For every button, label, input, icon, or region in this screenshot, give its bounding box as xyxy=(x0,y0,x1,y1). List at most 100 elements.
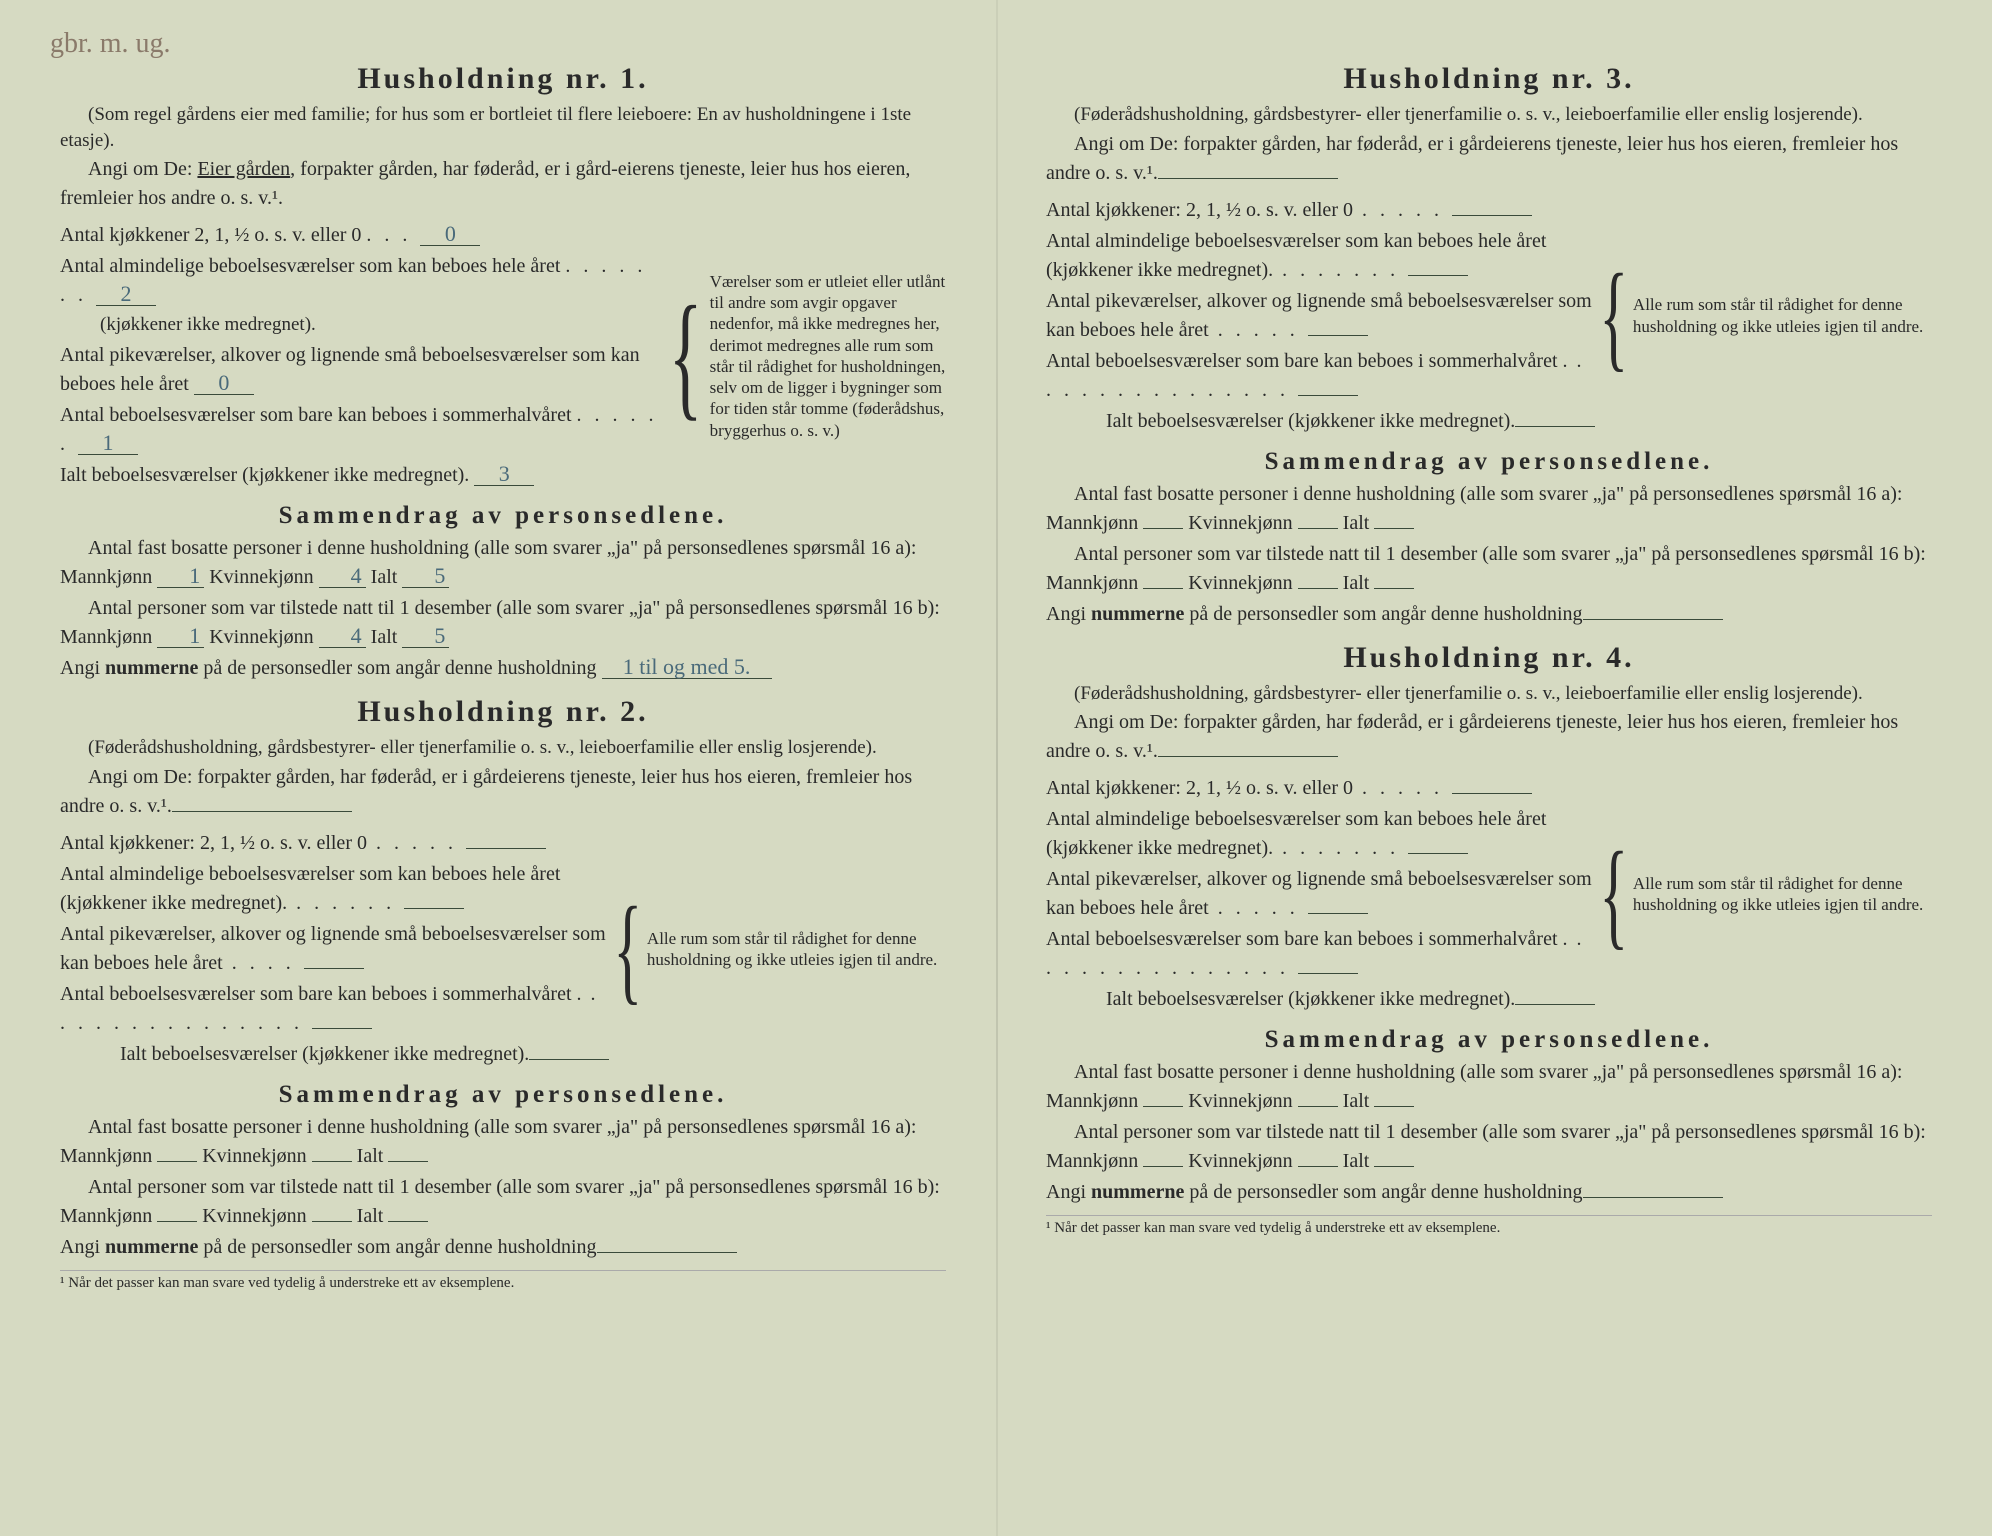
h1-alm-note: (kjøkkener ikke medregnet). xyxy=(60,314,316,335)
h4-fast-row: Antal fast bosatte personer i denne hush… xyxy=(1046,1058,1932,1116)
h1-sommer-label: Antal beboelsesværelser som bare kan beb… xyxy=(60,404,572,426)
h1-mk16a[interactable]: 1 xyxy=(157,565,204,588)
h4-mk16a[interactable] xyxy=(1143,1106,1183,1107)
h1-ialt16b[interactable]: 5 xyxy=(402,625,449,648)
right-column: Husholdning nr. 3. (Føderådshusholdning,… xyxy=(1016,40,1962,1496)
h2-kjokken-value[interactable] xyxy=(466,848,546,849)
h4-ialt-value[interactable] xyxy=(1515,1004,1595,1005)
h1-pike-label: Antal pikeværelser, alkover og lignende … xyxy=(60,344,640,395)
h4-alm-value[interactable] xyxy=(1408,853,1468,854)
h4-angi-num-val[interactable] xyxy=(1583,1197,1723,1198)
h3-pike-value[interactable] xyxy=(1308,335,1368,336)
h3-ialt-label: Ialt beboelsesværelser (kjøkkener ikke m… xyxy=(1106,410,1515,432)
h2-ialt16b[interactable] xyxy=(388,1221,428,1222)
h4-ialt16a[interactable] xyxy=(1374,1106,1414,1107)
h2-pike-row: Antal pikeværelser, alkover og lignende … xyxy=(60,920,609,978)
kk-label: Kvinnekjønn xyxy=(209,566,313,588)
h4-angi-blank[interactable] xyxy=(1158,756,1338,757)
h2-angi-blank[interactable] xyxy=(172,811,352,812)
h2-kk16b[interactable] xyxy=(312,1221,352,1222)
h3-ialt16b[interactable] xyxy=(1374,588,1414,589)
h3-alm-value[interactable] xyxy=(1408,275,1468,276)
page-fold xyxy=(996,0,998,1536)
h3-kk16b[interactable] xyxy=(1298,588,1338,589)
h4-fast-text: Antal fast bosatte personer i denne hush… xyxy=(1046,1061,1903,1112)
h1-fast-row: Antal fast bosatte personer i denne hush… xyxy=(60,534,946,592)
h1-kk16a[interactable]: 4 xyxy=(319,565,366,588)
h2-mk16b[interactable] xyxy=(157,1221,197,1222)
h2-rooms-left: Antal kjøkkener: 2, 1, ½ o. s. v. eller … xyxy=(60,827,609,1071)
h1-ialt-label: Ialt beboelsesværelser (kjøkkener ikke m… xyxy=(60,464,469,486)
h3-fast-text: Antal fast bosatte personer i denne hush… xyxy=(1046,483,1903,534)
h4-pike-label: Antal pikeværelser, alkover og lignende … xyxy=(1046,868,1592,919)
h1-mk16b[interactable]: 1 xyxy=(157,625,204,648)
kk-label: Kvinnekjønn xyxy=(1188,512,1292,534)
h4-kk16b[interactable] xyxy=(1298,1166,1338,1167)
h4-ialt-row: Ialt beboelsesværelser (kjøkkener ikke m… xyxy=(1046,985,1595,1014)
h2-ialt16a[interactable] xyxy=(388,1161,428,1162)
h3-mk16b[interactable] xyxy=(1143,588,1183,589)
h1-kk16b[interactable]: 4 xyxy=(319,625,366,648)
h1-ialt-value[interactable]: 3 xyxy=(474,463,534,486)
h3-sammen-title: Sammendrag av personsedlene. xyxy=(1046,448,1932,476)
h3-fast-row: Antal fast bosatte personer i denne hush… xyxy=(1046,480,1932,538)
h3-ialt-value[interactable] xyxy=(1515,426,1595,427)
h3-angi-blank[interactable] xyxy=(1158,178,1338,179)
h3-sommer-row: Antal beboelsesværelser som bare kan beb… xyxy=(1046,347,1595,405)
h1-angi-num-val[interactable]: 1 til og med 5. xyxy=(602,656,772,679)
h2-alm-value[interactable] xyxy=(404,908,464,909)
h3-kjokken-value[interactable] xyxy=(1452,215,1532,216)
h3-angi-num-val[interactable] xyxy=(1583,619,1723,620)
h1-sommer-value[interactable]: 1 xyxy=(78,432,138,455)
h1-angi-num-row: Angi nummerne på de personsedler som ang… xyxy=(60,654,946,683)
footnote-right: ¹ Når det passer kan man svare ved tydel… xyxy=(1046,1215,1932,1237)
brace-icon: { xyxy=(669,219,703,492)
kk-label: Kvinnekjønn xyxy=(202,1205,306,1227)
h2-ialt-row: Ialt beboelsesværelser (kjøkkener ikke m… xyxy=(60,1040,609,1069)
h2-tilstede-text: Antal personer som var tilstede natt til… xyxy=(60,1176,940,1227)
h3-angi-num-row: Angi nummerne på de personsedler som ang… xyxy=(1046,600,1932,629)
h3-kk16a[interactable] xyxy=(1298,528,1338,529)
h2-kjokken-row: Antal kjøkkener: 2, 1, ½ o. s. v. eller … xyxy=(60,829,609,858)
ialt-label: Ialt xyxy=(1343,572,1370,594)
kk-label: Kvinnekjønn xyxy=(1188,572,1292,594)
h2-angi-text: Angi om De: forpakter gården, har føderå… xyxy=(60,766,912,817)
h4-alm-row: Antal almindelige beboelsesværelser som … xyxy=(1046,805,1595,863)
h4-angi-text: Angi om De: forpakter gården, har føderå… xyxy=(1046,711,1898,762)
h4-sommer-row: Antal beboelsesværelser som bare kan beb… xyxy=(1046,925,1595,983)
h4-mk16b[interactable] xyxy=(1143,1166,1183,1167)
h2-angi-num-val[interactable] xyxy=(597,1252,737,1253)
h2-pike-value[interactable] xyxy=(304,968,364,969)
h1-kjokken-row: Antal kjøkkener 2, 1, ½ o. s. v. eller 0… xyxy=(60,221,662,250)
h1-pike-value[interactable]: 0 xyxy=(194,372,254,395)
h1-sammen-title: Sammendrag av personsedlene. xyxy=(60,502,946,530)
h4-kk16a[interactable] xyxy=(1298,1106,1338,1107)
h3-pike-row: Antal pikeværelser, alkover og lignende … xyxy=(1046,287,1595,345)
h3-subtitle: (Føderådshusholdning, gårdsbestyrer- ell… xyxy=(1046,102,1932,128)
brace-icon: { xyxy=(1600,772,1629,1016)
h1-alm-label: Antal almindelige beboelsesværelser som … xyxy=(60,255,560,277)
h4-ialt16b[interactable] xyxy=(1374,1166,1414,1167)
page: Husholdning nr. 1. (Som regel gårdens ei… xyxy=(30,40,1962,1496)
h3-angi-text: Angi om De: forpakter gården, har føderå… xyxy=(1046,133,1898,184)
h2-tilstede-row: Antal personer som var tilstede natt til… xyxy=(60,1173,946,1231)
h4-rooms-block: Antal kjøkkener: 2, 1, ½ o. s. v. eller … xyxy=(1046,772,1932,1016)
h4-angi-num-row: Angi nummerne på de personsedler som ang… xyxy=(1046,1178,1932,1207)
h2-mk16a[interactable] xyxy=(157,1161,197,1162)
h4-sommer-value[interactable] xyxy=(1298,973,1358,974)
h1-alm-value[interactable]: 2 xyxy=(96,283,156,306)
h3-sommer-value[interactable] xyxy=(1298,395,1358,396)
h2-kk16a[interactable] xyxy=(312,1161,352,1162)
h3-ialt16a[interactable] xyxy=(1374,528,1414,529)
h2-sommer-value[interactable] xyxy=(312,1028,372,1029)
h3-mk16a[interactable] xyxy=(1143,528,1183,529)
h4-tilstede-text: Antal personer som var tilstede natt til… xyxy=(1046,1121,1926,1172)
h2-ialt-value[interactable] xyxy=(529,1059,609,1060)
h1-sommer-row: Antal beboelsesværelser som bare kan beb… xyxy=(60,401,662,459)
h1-kjokken-value[interactable]: 0 xyxy=(420,223,480,246)
kk-label: Kvinnekjønn xyxy=(202,1145,306,1167)
h4-pike-value[interactable] xyxy=(1308,913,1368,914)
h1-ialt16a[interactable]: 5 xyxy=(402,565,449,588)
h4-sommer-label: Antal beboelsesværelser som bare kan beb… xyxy=(1046,928,1568,950)
h4-kjokken-value[interactable] xyxy=(1452,793,1532,794)
